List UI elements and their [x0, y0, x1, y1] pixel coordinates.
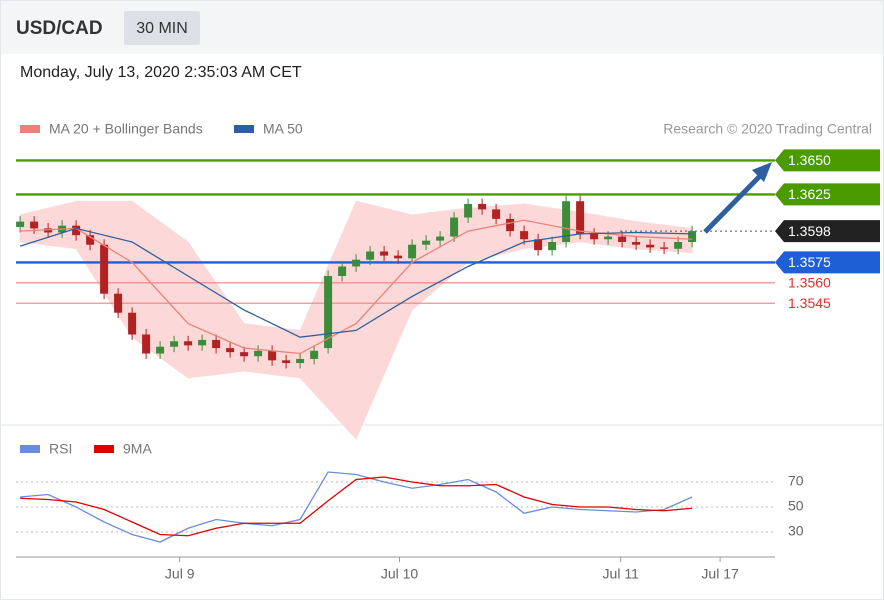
candle-body: [422, 240, 431, 245]
candle-body: [464, 203, 473, 218]
legend-swatch: [20, 445, 40, 453]
candle-body: [72, 225, 81, 236]
candle-body: [408, 244, 417, 259]
interval[interactable]: 30 MIN: [136, 20, 188, 37]
forecast-arrow: [703, 174, 762, 234]
datetime: Monday, July 13, 2020 2:35:03 AM CET: [20, 64, 302, 81]
x-tick-label: Jul 11: [603, 566, 640, 582]
x-tick-label: Jul 10: [381, 566, 419, 582]
candle-body: [296, 358, 305, 364]
candle-body: [86, 235, 95, 245]
candle-body: [394, 255, 403, 259]
credit: Research © 2020 Trading Central: [663, 121, 872, 137]
symbol: USD/CAD: [16, 18, 103, 39]
forecast-arrowhead: [752, 162, 772, 182]
candle-body: [268, 350, 277, 361]
candle-body: [562, 201, 571, 242]
legend-swatch: [234, 125, 254, 133]
candle-body: [240, 352, 249, 357]
candle-body: [366, 251, 375, 260]
candle-body: [170, 341, 179, 347]
candle-body: [604, 236, 613, 240]
candle-body: [282, 360, 291, 364]
series-line: [20, 471, 693, 543]
level-tag: [775, 220, 880, 243]
candle-body: [114, 293, 123, 313]
candle-body: [688, 231, 697, 242]
candle-body: [534, 239, 543, 251]
bollinger-band: [355, 200, 413, 440]
level-label: 1.3625: [788, 186, 831, 202]
candle-body: [548, 242, 557, 251]
candle-body: [254, 350, 263, 357]
candle-body: [142, 334, 151, 354]
candle-body: [380, 251, 389, 256]
candle-body: [156, 346, 165, 354]
series-line: [20, 219, 693, 355]
level-tag: [775, 251, 880, 274]
candle-body: [660, 247, 669, 249]
series-line: [19, 227, 693, 338]
candle-body: [632, 242, 641, 245]
legend-label: RSI: [49, 441, 72, 457]
candle-body: [338, 266, 347, 276]
candle-body: [212, 339, 221, 349]
candle-body: [450, 217, 459, 237]
y-tick-label: 70: [788, 473, 804, 489]
level-label: 1.3650: [788, 152, 831, 168]
level-tag: [775, 149, 880, 172]
x-tick-label: Jul 17: [701, 566, 739, 582]
candle-body: [128, 312, 137, 335]
bollinger-band: [411, 207, 469, 311]
legend-label: MA 50: [263, 121, 303, 137]
candle-body: [436, 236, 445, 241]
legend-swatch: [94, 445, 114, 453]
legend-label: MA 20 + Bollinger Bands: [49, 121, 203, 137]
candle-body: [478, 203, 487, 210]
candle-body: [324, 276, 333, 349]
candle-body: [226, 348, 235, 353]
level-label: 1.3598: [788, 223, 831, 239]
candle-body: [16, 221, 25, 228]
level-label: 1.3545: [788, 295, 831, 311]
candle-body: [30, 221, 39, 229]
levels-layer: [16, 159, 775, 304]
y-tick-label: 50: [788, 498, 804, 514]
candle-body: [646, 244, 655, 248]
interval-tag[interactable]: [124, 11, 200, 45]
candle-body: [198, 339, 207, 346]
candle-body: [506, 218, 515, 232]
level-label: 1.3560: [788, 275, 831, 291]
candle-body: [674, 242, 683, 249]
candle-body: [100, 244, 109, 294]
candle-body: [576, 201, 585, 234]
legend-label: 9MA: [123, 441, 152, 457]
candle-body: [44, 228, 53, 233]
candle-body: [492, 209, 501, 219]
candle-body: [352, 259, 361, 267]
main-layer: MA 20 + Bollinger Bands MA 50 1.3650 1.3625…: [16, 121, 880, 582]
level-label: 1.3575: [788, 254, 831, 270]
legend-swatch: [20, 125, 40, 133]
candle-body: [520, 231, 529, 240]
candle-body: [184, 341, 193, 346]
y-tick-label: 30: [788, 523, 804, 539]
candle-body: [590, 233, 599, 240]
candle-body: [310, 350, 319, 359]
level-tag: [775, 183, 880, 206]
series-line: [20, 476, 693, 537]
candle-body: [618, 236, 627, 242]
x-tick-label: Jul 9: [165, 566, 195, 582]
